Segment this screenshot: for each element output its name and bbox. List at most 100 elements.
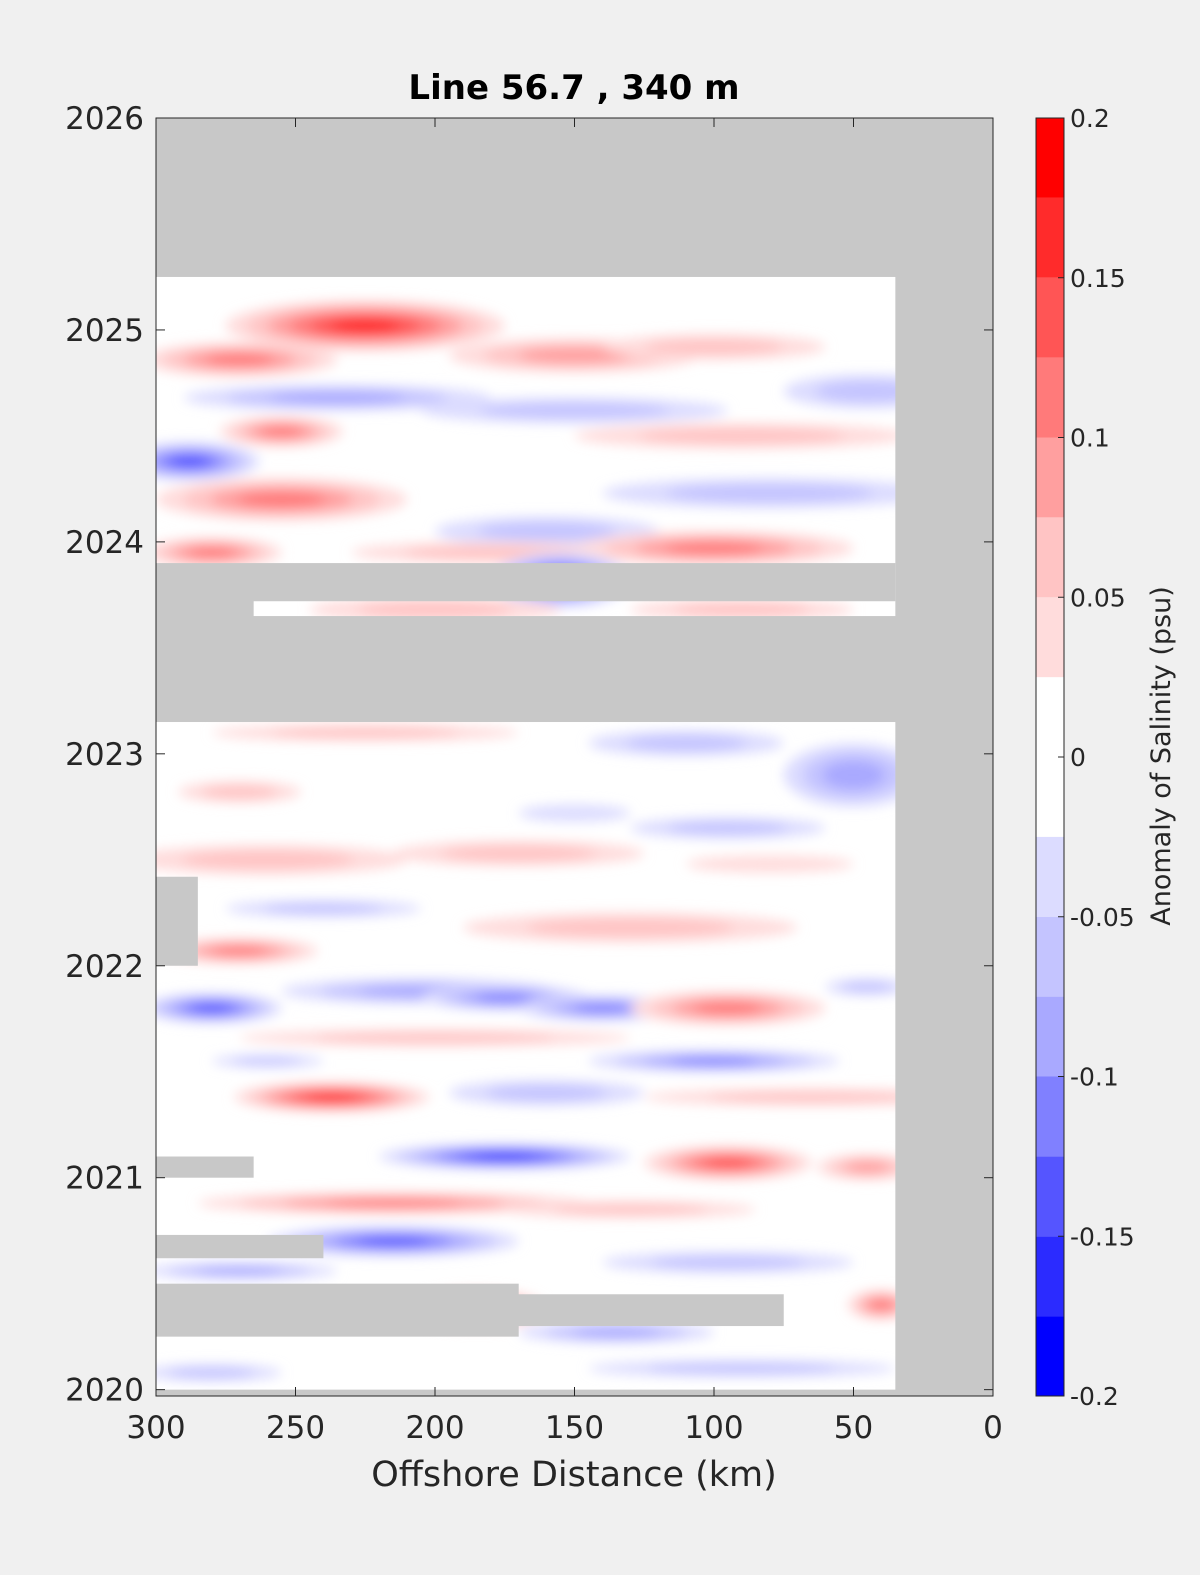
- anomaly-1-level-4: [205, 353, 274, 366]
- y-tick-label-2026: 2026: [65, 101, 144, 137]
- anomaly-21-level-2: [270, 727, 460, 738]
- anomaly-19-level-3: [822, 760, 885, 790]
- nodata-region-4: [156, 584, 254, 638]
- x-axis: 300 250 200 150 100 50 0: [126, 118, 1003, 1446]
- colorbar-band-13: [1036, 277, 1064, 358]
- colorbar-band-1: [1036, 1236, 1064, 1317]
- anomaly-29-level-2: [527, 918, 734, 937]
- anomaly-30-level-4: [212, 946, 267, 956]
- colorbar-tick-label-1: 0.15: [1070, 264, 1126, 293]
- anomaly-10-level-4: [237, 492, 326, 507]
- anomaly-20-level-2: [626, 735, 747, 752]
- anomaly-8-level-5: [169, 455, 210, 467]
- nodata-region-8: [156, 1234, 324, 1259]
- anomaly-50-level-3: [196, 1267, 284, 1275]
- colorbar-band-0: [1036, 1316, 1064, 1396]
- x-tick-label-200: 200: [405, 1410, 464, 1446]
- anomaly-49-level-2: [650, 1255, 806, 1269]
- anomaly-23-level-1: [518, 804, 631, 822]
- colorbar-band-3: [1036, 1076, 1064, 1157]
- anomaly-17-level-2: [357, 601, 513, 618]
- colorbar-band-2: [1036, 1156, 1064, 1237]
- colorbar-band-7: [1036, 757, 1064, 837]
- anomaly-24-level-2: [201, 785, 278, 799]
- anomaly-53-level-3: [572, 1327, 660, 1338]
- y-tick-label-2024: 2024: [65, 525, 144, 561]
- anomaly-38-level-4: [670, 1057, 758, 1065]
- y-tick-label-2020: 2020: [65, 1373, 144, 1409]
- colorbar-tick-label-7: -0.15: [1070, 1222, 1135, 1251]
- anomaly-layer: [156, 300, 980, 1382]
- nodata-region-9: [156, 876, 198, 966]
- anomaly-5-level-2: [480, 402, 669, 419]
- colorbar-tick-label-2: 0.1: [1070, 424, 1110, 453]
- anomaly-44-level-5: [704, 1158, 752, 1168]
- colorbar-band-8: [1036, 677, 1064, 757]
- anomaly-11-level-2: [666, 484, 873, 503]
- anomaly-48-level-5: [357, 1237, 430, 1246]
- colorbar-label: Anomaly of Salinity (psu): [1146, 586, 1177, 925]
- anomaly-6-level-2: [815, 380, 919, 402]
- colorbar-tick-label-4: 0: [1070, 743, 1086, 772]
- anomaly-41-level-2: [486, 1085, 607, 1101]
- anomaly-7-level-4: [260, 426, 303, 437]
- x-tick-label-150: 150: [545, 1410, 604, 1446]
- nodata-region-0: [156, 118, 993, 277]
- anomaly-9-level-2: [638, 428, 845, 444]
- y-tick-label-2025: 2025: [65, 313, 144, 349]
- y-tick-label-2023: 2023: [65, 737, 144, 773]
- anomaly-37-level-2: [314, 1032, 556, 1044]
- anomaly-40-level-6: [308, 1093, 356, 1101]
- anomaly-55-level-2: [168, 1367, 255, 1378]
- colorbar-band-12: [1036, 357, 1064, 438]
- colorbar-tick-label-5: -0.05: [1070, 903, 1135, 932]
- anomaly-12-level-2: [477, 522, 616, 541]
- anomaly-26-level-2: [441, 845, 596, 862]
- colorbar-band-10: [1036, 517, 1064, 598]
- x-tick-label-50: 50: [834, 1410, 873, 1446]
- anomaly-3-level-2: [645, 339, 783, 355]
- anomaly-2-level-3: [518, 347, 631, 363]
- chart-title: Line 56.7 , 340 m: [408, 68, 739, 108]
- anomaly-35-level-4: [693, 1002, 762, 1015]
- colorbar-band-6: [1036, 836, 1064, 917]
- anomaly-31-level-5: [191, 1003, 232, 1013]
- anomaly-54-level-2: [647, 1363, 837, 1374]
- plot-area: [156, 118, 993, 1396]
- anomaly-0-level-6: [331, 319, 400, 332]
- anomaly-43-level-6: [474, 1153, 536, 1160]
- colorbar-tick-label-3: 0.05: [1070, 583, 1126, 612]
- nodata-region-7: [156, 1156, 254, 1178]
- x-tick-label-0: 0: [983, 1410, 1003, 1446]
- anomaly-33-level-4: [475, 993, 534, 1002]
- colorbar-band-14: [1036, 197, 1064, 278]
- colorbar-band-15: [1036, 118, 1064, 198]
- anomaly-27-level-1: [686, 855, 854, 873]
- anomaly-39-level-2: [233, 1057, 302, 1066]
- y-tick-label-2022: 2022: [65, 949, 144, 985]
- anomaly-22-level-2: [667, 821, 789, 835]
- anomaly-34-level-4: [573, 1003, 632, 1013]
- colorbar-band-11: [1036, 437, 1064, 518]
- anomaly-47-level-2: [553, 1204, 708, 1215]
- anomaly-4-level-3: [269, 392, 406, 404]
- y-tick-label-2021: 2021: [65, 1161, 144, 1197]
- colorbar-tick-label-0: 0.2: [1070, 104, 1110, 133]
- anomaly-52-level-4: [869, 1299, 894, 1311]
- nodata-region-1: [895, 118, 993, 1396]
- anomaly-36-level-2: [841, 981, 894, 993]
- colorbar-band-4: [1036, 996, 1064, 1077]
- nodata-region-3: [156, 563, 896, 602]
- x-tick-label-300: 300: [126, 1410, 185, 1446]
- colorbar-band-5: [1036, 916, 1064, 997]
- anomaly-25-level-2: [181, 850, 354, 869]
- anomaly-42-level-2: [708, 1091, 915, 1103]
- y-axis: 2020 2021 2022 2023 2024 2025 2026: [65, 101, 993, 1409]
- x-axis-label: Offshore Distance (km): [371, 1455, 777, 1495]
- colorbar-tick-label-6: -0.1: [1070, 1063, 1119, 1092]
- colorbar-band-9: [1036, 597, 1064, 678]
- nodata-region-2: [156, 616, 993, 723]
- colorbar-tick-label-8: -0.2: [1070, 1382, 1119, 1411]
- anomaly-28-level-2: [263, 903, 384, 914]
